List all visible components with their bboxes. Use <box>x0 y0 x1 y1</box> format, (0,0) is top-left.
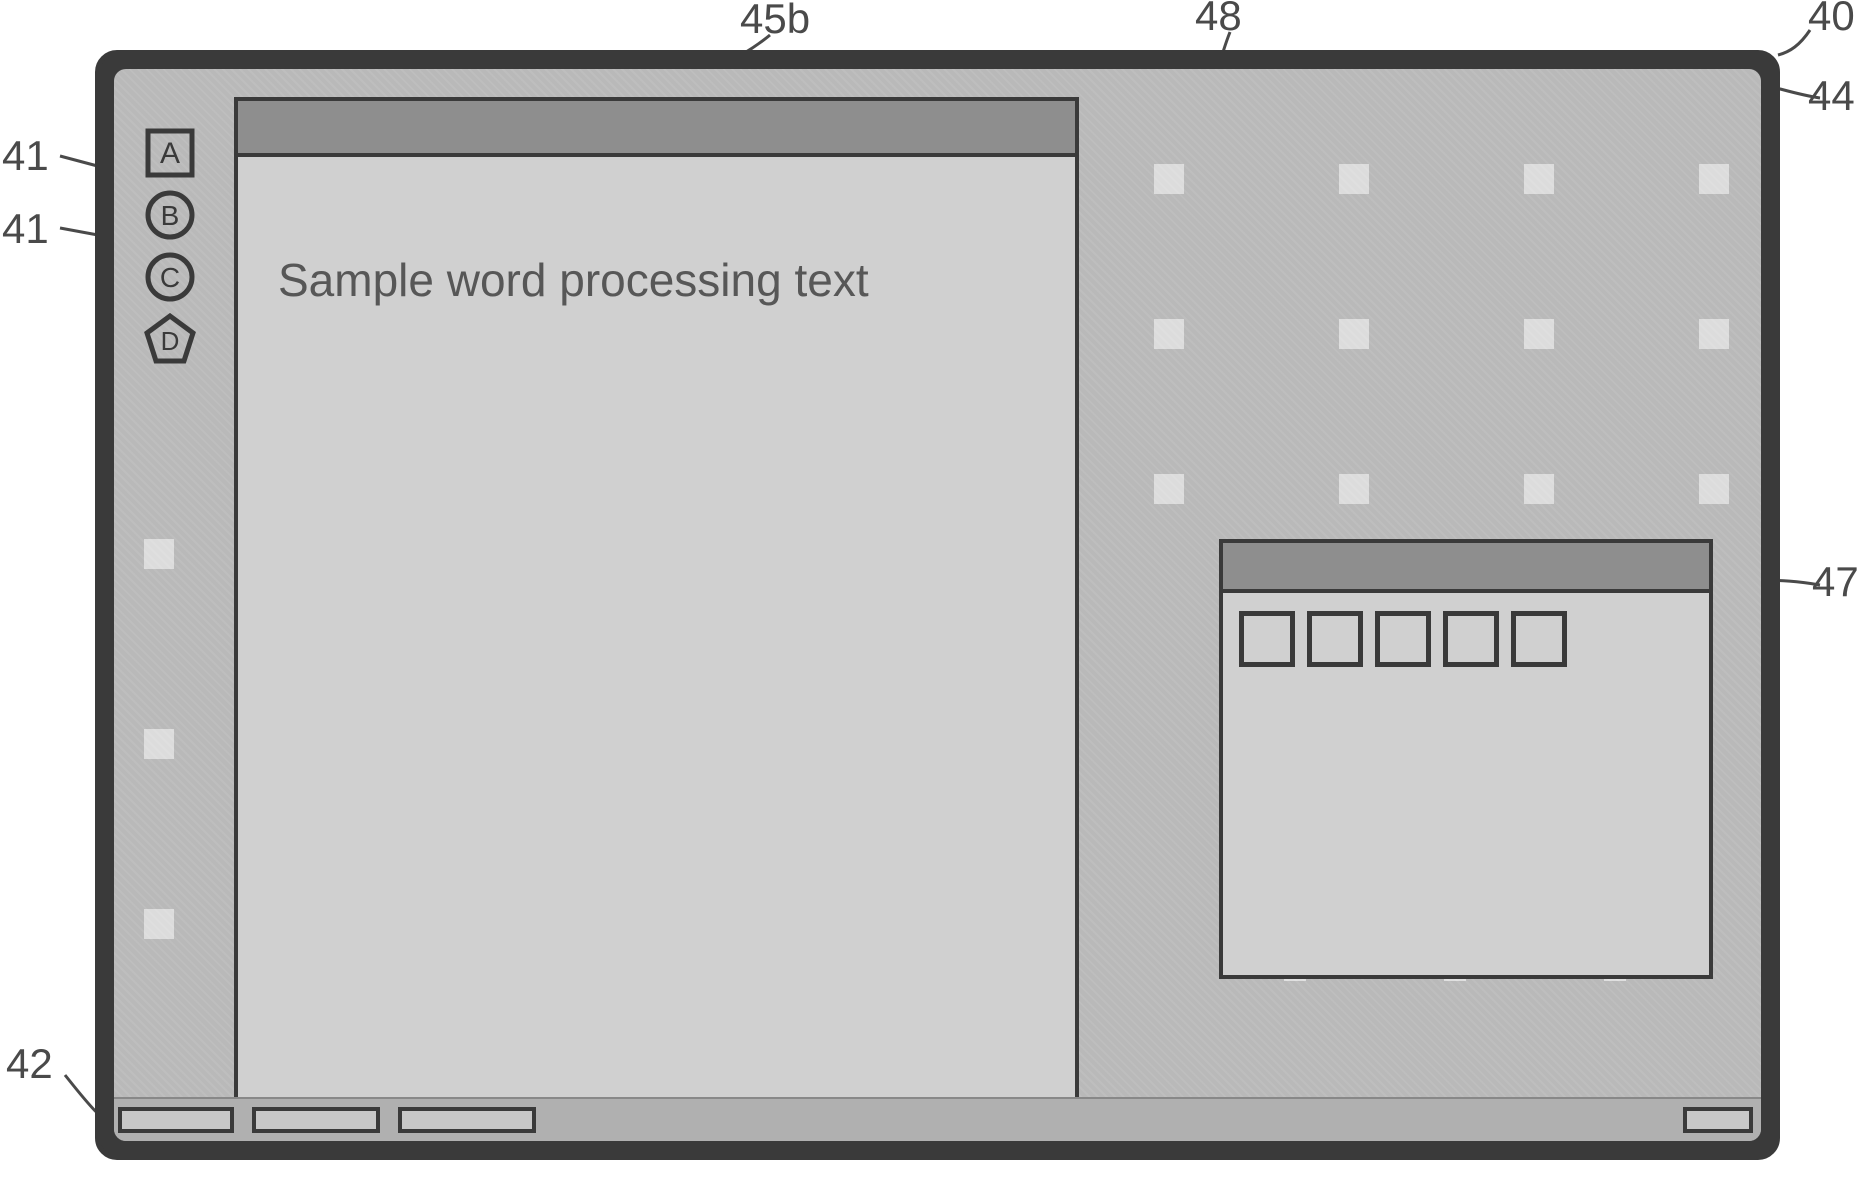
callout-44: 44 <box>1808 72 1855 120</box>
tool-button-4[interactable] <box>1443 611 1499 667</box>
callout-45b: 45b <box>740 0 810 43</box>
tool-button-5[interactable] <box>1511 611 1567 667</box>
secondary-window[interactable] <box>1219 539 1713 979</box>
sidebar-icon-a[interactable]: A <box>144 127 196 179</box>
taskbar-tray-button[interactable] <box>1683 1107 1753 1133</box>
secondary-window-toolbar <box>1223 593 1709 685</box>
device-frame: A B C D Sample word processing text <box>95 50 1780 1160</box>
sidebar-icon-b[interactable]: B <box>144 189 196 241</box>
taskbar-button-2[interactable] <box>252 1107 380 1133</box>
callout-42: 42 <box>6 1040 53 1088</box>
taskbar <box>114 1097 1761 1141</box>
tool-button-1[interactable] <box>1239 611 1295 667</box>
word-processor-content[interactable]: Sample word processing text <box>238 157 1075 1098</box>
tool-button-2[interactable] <box>1307 611 1363 667</box>
callout-48: 48 <box>1195 0 1242 40</box>
sidebar-icon-c[interactable]: C <box>144 251 196 303</box>
callout-41-b: 41 <box>2 205 49 253</box>
sidebar: A B C D <box>114 69 226 1097</box>
taskbar-button-1[interactable] <box>118 1107 234 1133</box>
sidebar-icon-c-label: C <box>160 262 180 293</box>
sidebar-icon-b-label: B <box>161 200 180 231</box>
secondary-window-titlebar[interactable] <box>1223 543 1709 593</box>
callout-41-a: 41 <box>2 132 49 180</box>
sidebar-icon-d[interactable]: D <box>144 313 196 365</box>
document-text: Sample word processing text <box>278 253 1055 307</box>
word-processor-titlebar[interactable] <box>238 101 1075 157</box>
sidebar-icon-d-label: D <box>161 326 180 356</box>
desktop-area: A B C D Sample word processing text <box>114 69 1761 1141</box>
callout-40: 40 <box>1808 0 1855 40</box>
word-processor-window[interactable]: Sample word processing text <box>234 97 1079 1102</box>
callout-47: 47 <box>1812 558 1859 606</box>
tool-button-3[interactable] <box>1375 611 1431 667</box>
sidebar-icon-a-label: A <box>160 137 180 170</box>
taskbar-button-3[interactable] <box>398 1107 536 1133</box>
